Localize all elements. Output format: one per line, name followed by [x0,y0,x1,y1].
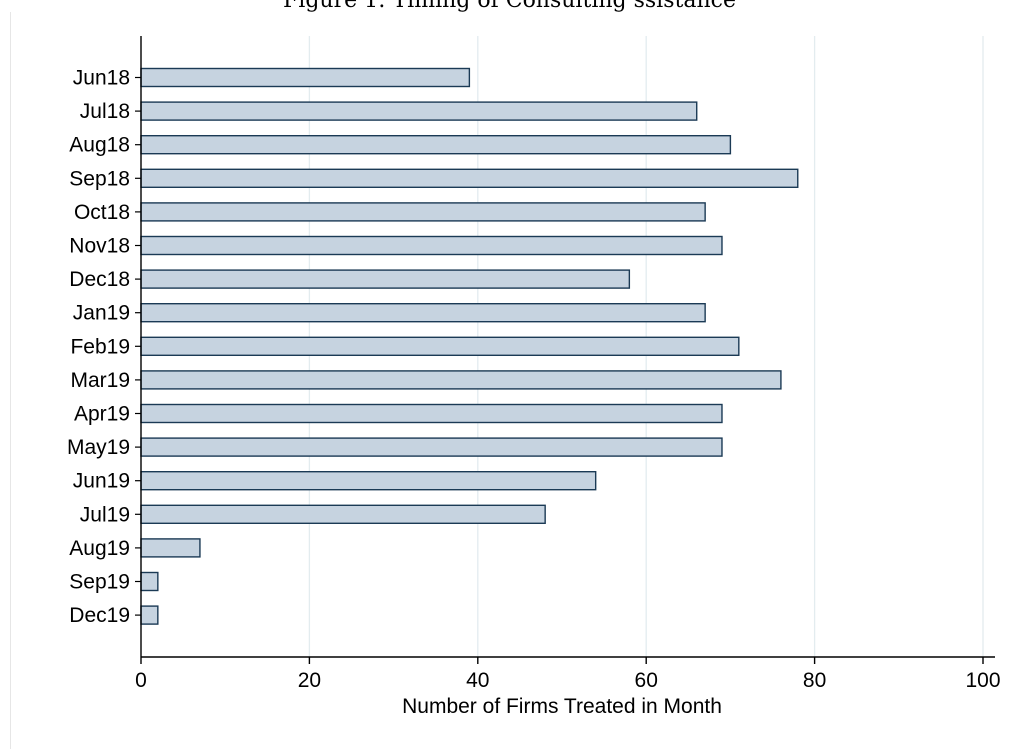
figure-title: Figure 1: Timing of Consulting ssistance [283,0,736,13]
category-label-Oct18: Oct18 [74,201,130,224]
bar-Oct18 [140,202,706,222]
category-label-Jul18: Jul18 [80,100,130,123]
category-labels: Jun18 Jul18 Aug18 Sep18 Oct18 Nov18 Dec18 Jan19… [67,67,141,627]
bar-Sep19 [140,571,159,592]
bar-Mar19 [140,370,782,390]
bar-May19 [140,437,723,457]
x-tick-label-60: 60 [635,669,658,692]
category-label-Dec18: Dec18 [69,268,130,291]
category-label-Feb19: Feb19 [70,335,130,358]
bar-Aug18 [140,134,732,155]
bar-Jan19 [140,303,706,323]
x-tick-label-100: 100 [965,669,1000,692]
bar-Dec19 [140,605,159,625]
category-label-May19: May19 [67,436,130,459]
category-label-Jul19: Jul19 [80,503,130,526]
x-tick-label-20: 20 [298,669,321,692]
category-label-Sep18: Sep18 [69,167,130,190]
bars [140,67,799,625]
bar-Jul18 [140,101,698,121]
category-label-Dec19: Dec19 [69,604,130,627]
category-label-Apr19: Apr19 [74,403,130,426]
category-label-Jun19: Jun19 [73,470,130,493]
bar-Aug19 [140,538,201,558]
x-tick-label-80: 80 [803,669,826,692]
bar-Jul19 [140,504,546,524]
bar-Apr19 [140,403,723,424]
x-tick-label-40: 40 [466,669,489,692]
bar-Sep18 [140,168,799,189]
category-label-Aug19: Aug19 [69,537,130,560]
x-tick-labels: 0 20 40 60 80 100 [135,657,1001,692]
category-label-Nov18: Nov18 [69,235,130,258]
category-label-Aug18: Aug18 [69,134,130,157]
chart-frame [10,12,1019,749]
x-axis-title: Number of Firms Treated in Month [402,695,722,718]
bar-Jun19 [140,471,597,491]
bar-Jun18 [140,67,471,88]
category-label-Jan19: Jan19 [73,302,130,325]
category-label-Jun18: Jun18 [73,67,130,90]
bar-Nov18 [140,235,723,256]
category-label-Mar19: Mar19 [70,369,130,392]
bar-Feb19 [140,336,740,356]
x-tick-label-0: 0 [135,669,147,692]
bar-Dec18 [140,269,631,289]
category-label-Sep19: Sep19 [69,571,130,594]
